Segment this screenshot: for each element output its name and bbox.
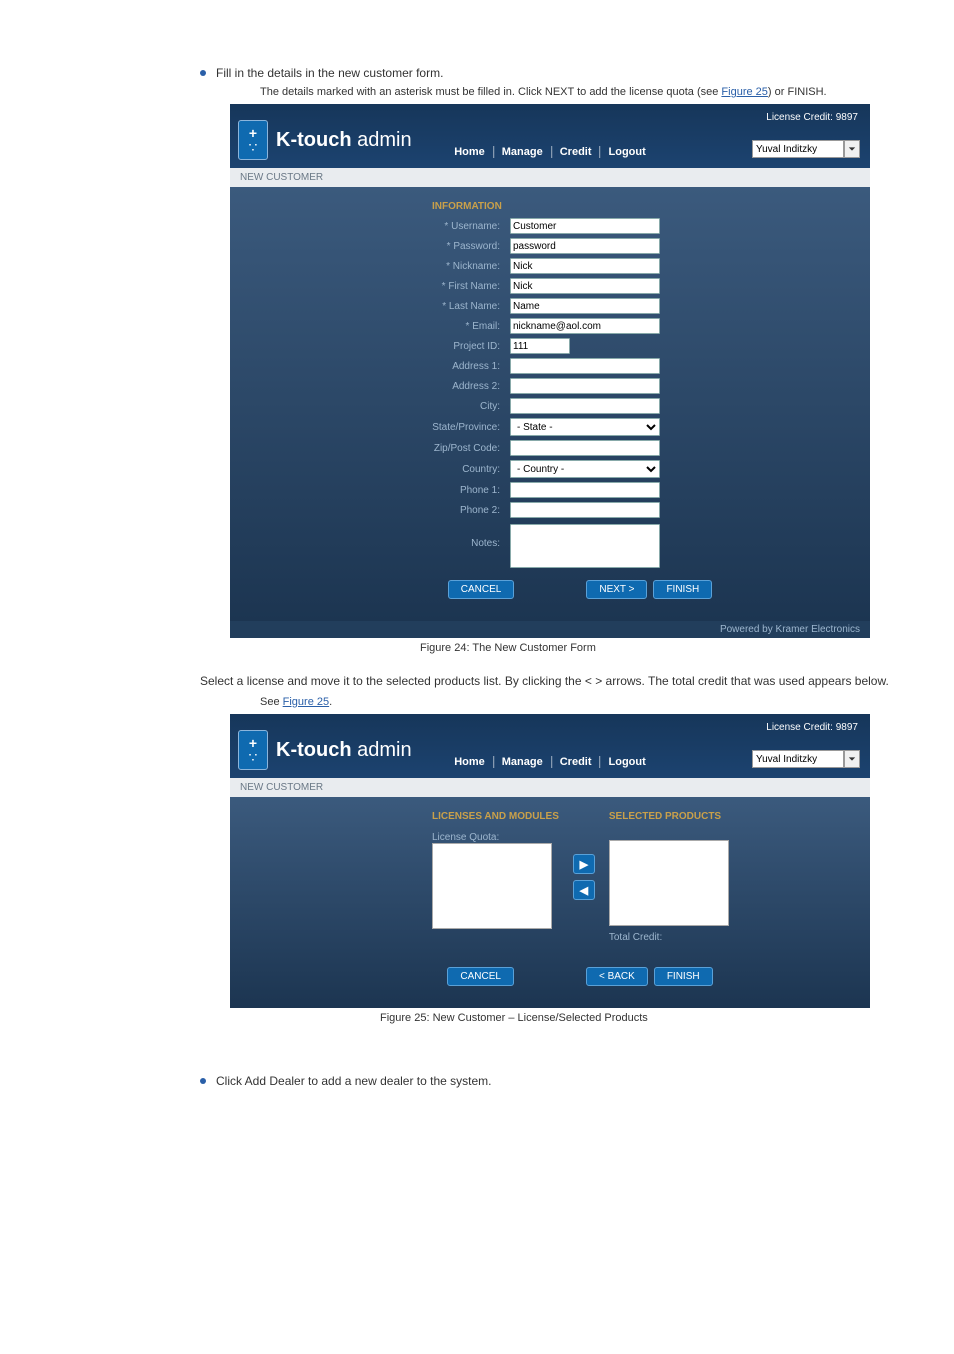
label-phone2: Phone 2: <box>242 505 510 516</box>
app-title: K-touch admin <box>276 739 412 762</box>
licenses-modules-title: LICENSES AND MODULES <box>432 811 559 822</box>
input-city[interactable] <box>510 398 660 414</box>
nav-home[interactable]: Home <box>446 146 494 158</box>
license-credit: License Credit: 9897 <box>766 112 858 123</box>
nav-home[interactable]: Home <box>446 756 494 768</box>
nav-logout[interactable]: Logout <box>601 756 654 768</box>
screenshot-license-products: License Credit: 9897 +∵ K-touch admin Ho… <box>230 714 870 1008</box>
app-logo: +∵ <box>238 120 268 160</box>
bullet-icon <box>200 1078 206 1084</box>
input-zip[interactable] <box>510 440 660 456</box>
finish-button[interactable]: FINISH <box>653 580 712 599</box>
figure-25-link[interactable]: Figure 25 <box>721 86 767 98</box>
select-state[interactable]: - State - <box>510 418 660 436</box>
top-nav: Home Manage Credit Logout <box>446 146 654 158</box>
arrow-left-button[interactable]: ◀ <box>573 880 595 900</box>
selected-products-listbox[interactable] <box>609 840 729 926</box>
label-email: Email: <box>242 321 510 332</box>
next-button[interactable]: NEXT > <box>586 580 647 599</box>
label-city: City: <box>242 401 510 412</box>
label-projectid: Project ID: <box>242 341 510 352</box>
label-firstname: First Name: <box>242 281 510 292</box>
bullet-icon <box>200 70 206 76</box>
figure-26-caption: See Figure 25. <box>260 696 914 708</box>
figure-25-label: Figure 25: New Customer – License/Select… <box>380 1012 914 1024</box>
app-title: K-touch admin <box>276 129 412 152</box>
input-nickname[interactable] <box>510 258 660 274</box>
cancel-button-2[interactable]: CANCEL <box>447 967 514 986</box>
license-credit-2: License Credit: 9897 <box>766 722 858 733</box>
input-firstname[interactable] <box>510 278 660 294</box>
input-projectid[interactable] <box>510 338 570 354</box>
input-username[interactable] <box>510 218 660 234</box>
intertext: Select a license and move it to the sele… <box>200 672 914 690</box>
input-address2[interactable] <box>510 378 660 394</box>
footer: Powered by Kramer Electronics <box>230 621 870 638</box>
nav-credit[interactable]: Credit <box>552 146 601 158</box>
app-logo: +∵ <box>238 730 268 770</box>
label-phone1: Phone 1: <box>242 485 510 496</box>
label-username: Username: <box>242 221 510 232</box>
figure-25-caption: The details marked with an asterisk must… <box>260 86 914 98</box>
select-country[interactable]: - Country - <box>510 460 660 478</box>
breadcrumb: NEW CUSTOMER <box>230 778 870 797</box>
bullet-add-dealer: Click Add Dealer to add a new dealer to … <box>216 1074 491 1088</box>
input-phone1[interactable] <box>510 482 660 498</box>
user-dropdown[interactable] <box>752 750 844 768</box>
label-notes: Notes: <box>242 524 510 549</box>
figure-24-label: Figure 24: The New Customer Form <box>420 642 914 654</box>
input-phone2[interactable] <box>510 502 660 518</box>
breadcrumb: NEW CUSTOMER <box>230 168 870 187</box>
back-button[interactable]: < BACK <box>586 967 648 986</box>
cancel-button[interactable]: CANCEL <box>448 580 515 599</box>
license-quota-label: License Quota: <box>432 832 499 843</box>
figure-26-link[interactable]: Figure 25 <box>283 696 329 708</box>
label-state: State/Province: <box>242 422 510 433</box>
user-dropdown-chevron-icon[interactable] <box>844 750 860 768</box>
label-address2: Address 2: <box>242 381 510 392</box>
nav-credit[interactable]: Credit <box>552 756 601 768</box>
input-lastname[interactable] <box>510 298 660 314</box>
user-dropdown[interactable] <box>752 140 844 158</box>
label-nickname: Nickname: <box>242 261 510 272</box>
bullet-fill-form: Fill in the details in the new customer … <box>216 66 443 80</box>
top-nav: Home Manage Credit Logout <box>446 756 654 768</box>
screenshot-new-customer-form: License Credit: 9897 +∵ K-touch admin Ho… <box>230 104 870 638</box>
total-credit-label: Total Credit: <box>609 932 662 943</box>
section-information: INFORMATION <box>432 201 858 212</box>
input-address1[interactable] <box>510 358 660 374</box>
nav-manage[interactable]: Manage <box>494 146 552 158</box>
label-password: Password: <box>242 241 510 252</box>
label-zip: Zip/Post Code: <box>242 443 510 454</box>
nav-manage[interactable]: Manage <box>494 756 552 768</box>
user-dropdown-chevron-icon[interactable] <box>844 140 860 158</box>
arrow-right-button[interactable]: ▶ <box>573 854 595 874</box>
label-lastname: Last Name: <box>242 301 510 312</box>
input-password[interactable] <box>510 238 660 254</box>
input-notes[interactable] <box>510 524 660 568</box>
input-email[interactable] <box>510 318 660 334</box>
label-country: Country: <box>242 464 510 475</box>
licenses-listbox[interactable] <box>432 843 552 929</box>
selected-products-title: SELECTED PRODUCTS <box>609 811 721 822</box>
label-address1: Address 1: <box>242 361 510 372</box>
nav-logout[interactable]: Logout <box>601 146 654 158</box>
finish-button-2[interactable]: FINISH <box>654 967 713 986</box>
